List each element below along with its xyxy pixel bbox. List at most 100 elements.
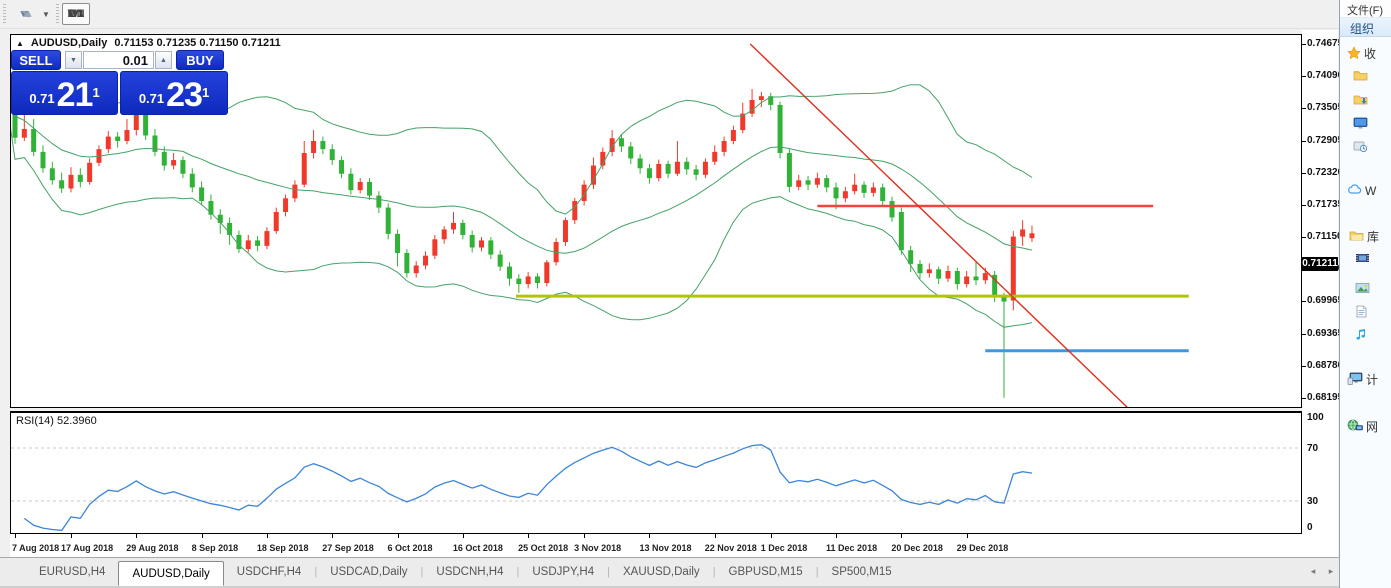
collapse-triangle-icon[interactable]: ▲ [16, 38, 24, 48]
chart-tab-audusd-daily[interactable]: AUDUSD,Daily [118, 561, 224, 586]
window-bottom-edge [0, 586, 1391, 588]
date-tick [528, 534, 530, 538]
chart-tab-gbpusd-m15[interactable]: GBPUSD,M15 [728, 566, 803, 578]
explorer-item-library[interactable]: 库 [1349, 228, 1379, 245]
explorer-item-document[interactable] [1355, 305, 1368, 321]
chart-tab-usdchf-h4[interactable]: USDCHF,H4 [236, 566, 302, 578]
date-tick [770, 534, 772, 538]
explorer-item-desktop[interactable] [1353, 117, 1368, 132]
price-tick [1302, 140, 1306, 142]
chart-tab-usdcad-daily[interactable]: USDCAD,Daily [330, 566, 408, 578]
price-label: 0.68195 [1307, 392, 1344, 403]
explorer-item-pictures[interactable] [1355, 282, 1370, 297]
chart-symbol-label: AUDUSD,Daily [30, 37, 108, 49]
top-toolbar: ▼ M1M5M15M30H1H4D1W1MN [0, 0, 1341, 29]
toolbar-grip[interactable] [3, 4, 6, 24]
explorer-item-computer[interactable]: 计 [1347, 371, 1378, 388]
buy-button[interactable]: BUY [176, 50, 224, 70]
chart-tab-sp500-m15[interactable]: SP500,M15 [831, 566, 892, 578]
sell-button[interactable]: SELL [11, 50, 61, 70]
tabs-scroll-left-button[interactable]: ◂ [1310, 566, 1316, 576]
date-label: 16 Oct 2018 [452, 543, 503, 553]
date-label: 7 Aug 2018 [12, 543, 60, 553]
price-tick [1302, 301, 1306, 303]
network-icon [1347, 419, 1363, 435]
explorer-item-cloud[interactable]: W [1347, 184, 1376, 198]
date-tick [201, 534, 203, 538]
volume-increase-button[interactable]: ▲ [155, 51, 172, 69]
explorer-item-label: 库 [1367, 230, 1380, 244]
explorer-item-network[interactable]: 网 [1347, 418, 1378, 435]
date-tick [136, 534, 138, 538]
date-tick [901, 534, 903, 538]
price-label: 0.74675 [1307, 38, 1344, 49]
explorer-item-folder-download[interactable] [1353, 93, 1368, 108]
price-label: 0.72320 [1307, 166, 1344, 178]
tab-separator: | [815, 566, 819, 578]
date-tick [266, 534, 268, 538]
price-label: 0.73505 [1307, 101, 1344, 113]
explorer-item-music[interactable] [1355, 328, 1367, 344]
explorer-item-star[interactable]: 收 [1347, 45, 1376, 62]
tabs-scroll-right-button[interactable]: ▸ [1328, 566, 1334, 576]
explorer-item-folder[interactable] [1353, 69, 1368, 84]
date-label: 11 Dec 2018 [826, 543, 878, 553]
explorer-window[interactable]: 文件(F) 组织 收 W 库计网 [1339, 0, 1391, 588]
date-tick [15, 534, 16, 538]
toolbar-grip-2[interactable] [56, 4, 59, 24]
explorer-file-menu[interactable]: 文件(F) [1340, 0, 1391, 18]
date-label: 13 Nov 2018 [639, 543, 692, 553]
volume-decrease-button[interactable]: ▼ [65, 51, 82, 69]
buy-price-box[interactable]: 0.71 23 1 [120, 71, 228, 115]
chart-tab-eurusd-h4[interactable]: EURUSD,H4 [39, 566, 106, 578]
date-tick [714, 534, 716, 538]
sell-price-box[interactable]: 0.71 21 1 [11, 71, 118, 115]
explorer-organize-button[interactable]: 组织 [1340, 18, 1391, 37]
date-tick [397, 534, 399, 538]
date-label: 3 Nov 2018 [574, 543, 622, 553]
price-chart-canvas[interactable] [11, 35, 1301, 407]
rsi-indicator-label: RSI(14) 52.3960 [16, 415, 97, 427]
chart-tab-usdjpy-h4[interactable]: USDJPY,H4 [532, 566, 595, 578]
computer-icon [1347, 372, 1363, 388]
price-tick [1302, 236, 1306, 238]
tab-separator: | [516, 566, 520, 578]
tab-separator: | [420, 566, 424, 578]
explorer-item-video[interactable] [1355, 252, 1370, 267]
rsi-scale-label: 0 [1307, 522, 1313, 533]
tab-separator: | [607, 566, 610, 578]
star-icon [1347, 45, 1361, 62]
date-tick [332, 534, 334, 538]
chart-tab-usdcnh-h4[interactable]: USDCNH,H4 [436, 566, 504, 578]
date-axis[interactable]: 7 Aug 2018 17 Aug 2018 29 Aug 2018 8 Sep 20… [10, 534, 1302, 557]
date-label: 25 Oct 2018 [518, 543, 569, 553]
date-tick [836, 534, 838, 538]
buy-price-big: 23 [166, 76, 203, 114]
date-label: 8 Sep 2018 [191, 543, 239, 553]
date-tick [966, 534, 968, 538]
folder-icon [1353, 69, 1368, 84]
video-icon [1355, 252, 1370, 267]
explorer-item-label: 网 [1366, 420, 1379, 434]
rsi-canvas[interactable] [11, 413, 1301, 533]
rsi-panel[interactable] [10, 411, 1302, 534]
explorer-item-recent-places[interactable] [1353, 140, 1368, 155]
explorer-item-label: W [1365, 184, 1377, 198]
price-axis[interactable]: 0.71211 0.74675 0.74090 0.73505 0.72905 0.72… [1302, 30, 1343, 557]
price-tick [1302, 172, 1306, 174]
date-label: 6 Oct 2018 [387, 543, 433, 553]
timeframe-button-d1[interactable]: D1 [62, 3, 90, 25]
sell-price-sup: 1 [92, 85, 100, 100]
price-label: 0.74090 [1307, 69, 1344, 81]
chart-shift-dropdown[interactable]: ▼ [42, 9, 50, 19]
date-tick [584, 534, 586, 538]
explorer-item-label: 计 [1366, 373, 1379, 387]
price-tick [1302, 204, 1306, 206]
timeframe-button-mn[interactable]: MN [67, 8, 85, 20]
chart-shift-button[interactable] [12, 3, 40, 25]
chart-tab-xauusd-daily[interactable]: XAUUSD,Daily [623, 566, 700, 578]
timeframe-button-w1[interactable]: W1 [67, 8, 85, 20]
chart-title: ▲ AUDUSD,Daily 0.71153 0.71235 0.71150 0… [16, 37, 281, 49]
price-label: 0.68780 [1307, 360, 1344, 372]
volume-input[interactable]: 0.01 [83, 51, 154, 69]
